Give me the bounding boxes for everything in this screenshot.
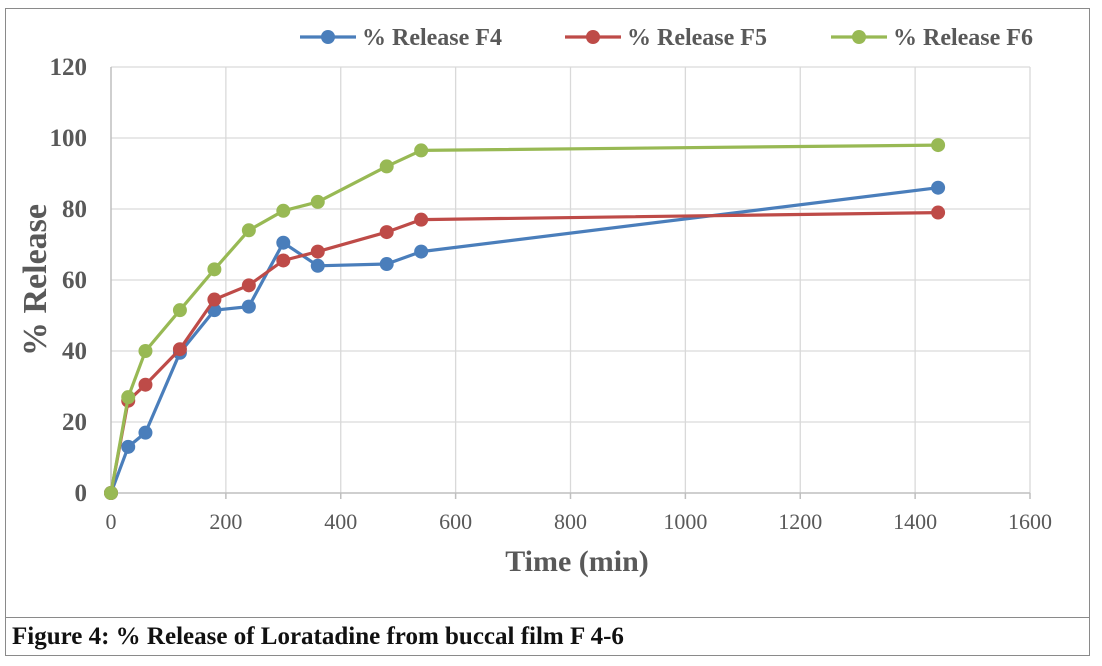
- y-tick-label: 20: [62, 409, 87, 436]
- x-tick-label: 800: [554, 509, 587, 534]
- series-3: [104, 138, 946, 500]
- data-point: [276, 203, 291, 218]
- x-tick-label: 200: [209, 509, 242, 534]
- data-point: [310, 194, 325, 209]
- data-point: [379, 225, 394, 240]
- data-point: [310, 244, 325, 259]
- legend-swatch-marker: [321, 30, 335, 44]
- legend-item: % Release F4: [300, 25, 502, 51]
- x-tick-label: 600: [439, 509, 472, 534]
- y-tick-labels: 0 20 40 60 80 100 120: [50, 54, 88, 507]
- figure-frame: [5, 8, 1090, 656]
- legend-label: % Release F4: [362, 25, 502, 51]
- legend: % Release F4 % Release F5 % Release F6: [300, 25, 1033, 51]
- legend-label: % Release F5: [627, 25, 767, 51]
- series-2: [104, 205, 946, 500]
- data-point: [207, 292, 222, 307]
- series-group: [104, 138, 946, 500]
- data-point: [121, 390, 136, 405]
- data-point: [241, 299, 256, 314]
- x-tick-label: 400: [324, 509, 357, 534]
- y-tick-label: 60: [62, 267, 87, 294]
- data-point: [241, 223, 256, 238]
- data-point: [241, 278, 256, 293]
- x-axis-label: Time (min): [505, 545, 649, 578]
- series-line: [109, 143, 939, 494]
- legend-label: % Release F6: [893, 25, 1033, 51]
- y-tick-label: 0: [75, 480, 88, 507]
- x-tick-labels: 0 200 400 600 800 1000 1200 1400 1600: [106, 509, 1053, 534]
- data-point: [414, 143, 429, 158]
- data-point: [931, 138, 946, 153]
- data-point: [414, 212, 429, 227]
- legend-item: % Release F6: [831, 25, 1033, 51]
- data-point: [121, 439, 136, 454]
- series-line: [109, 186, 939, 494]
- y-tick-label: 40: [62, 338, 87, 365]
- caption-divider: [5, 617, 1090, 618]
- y-tick-label: 120: [50, 54, 88, 81]
- y-axis-label: % Release: [17, 204, 54, 356]
- grid-lines: [111, 66, 1031, 493]
- series-1: [104, 180, 946, 500]
- data-point: [414, 244, 429, 259]
- legend-swatch-marker: [586, 30, 600, 44]
- data-point: [310, 258, 325, 273]
- x-tick-label: 1600: [1008, 509, 1052, 534]
- x-tick-label: 0: [106, 509, 117, 534]
- x-tick-label: 1000: [663, 509, 707, 534]
- data-point: [931, 180, 946, 195]
- data-point: [276, 235, 291, 250]
- x-tick-label: 1400: [893, 509, 937, 534]
- data-point: [138, 344, 153, 358]
- data-point: [276, 253, 291, 268]
- data-point: [138, 425, 153, 440]
- data-point: [207, 262, 222, 277]
- data-point: [931, 205, 946, 220]
- data-point: [104, 486, 118, 500]
- figure-caption: Figure 4: % Release of Loratadine from b…: [12, 623, 624, 650]
- data-point: [138, 377, 153, 392]
- series-line: [109, 211, 939, 494]
- axes: [110, 67, 1031, 499]
- y-tick-label: 80: [62, 196, 87, 223]
- data-point: [172, 342, 187, 357]
- legend-swatch-marker: [852, 30, 866, 44]
- legend-item: % Release F5: [565, 25, 767, 51]
- y-tick-label: 100: [50, 125, 88, 152]
- data-point: [172, 303, 187, 318]
- data-point: [379, 257, 394, 272]
- x-tick-label: 1200: [778, 509, 822, 534]
- data-point: [379, 159, 394, 174]
